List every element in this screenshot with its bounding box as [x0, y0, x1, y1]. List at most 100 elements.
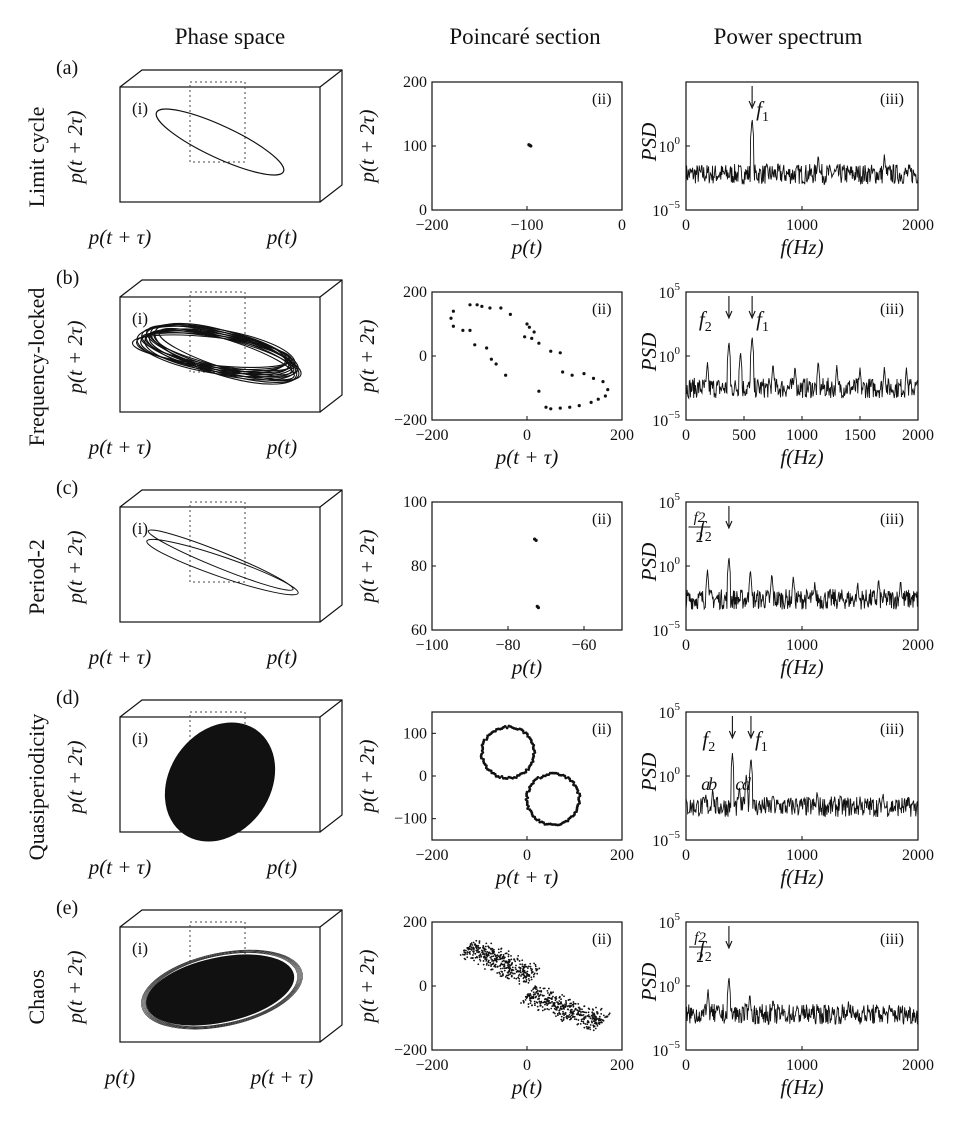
peak-arrowhead: [725, 520, 733, 530]
section-point: [500, 950, 502, 953]
section-point: [480, 955, 482, 958]
peak-letter-d: d: [742, 774, 752, 794]
section-point: [580, 1011, 582, 1014]
section-point: [500, 948, 503, 950]
section-point: [522, 999, 525, 1002]
section-point: [501, 973, 504, 976]
section-point: [558, 1011, 561, 1014]
section-point: [535, 818, 539, 822]
psd-line: [685, 119, 919, 185]
section-point: [496, 954, 499, 957]
section-point: [529, 999, 531, 1002]
row-label: Period-2: [24, 539, 49, 615]
section-point: [499, 972, 501, 975]
x-tick-label: 2000: [902, 217, 934, 234]
section-point: [583, 1016, 586, 1019]
x-tick-label: 1000: [786, 1057, 818, 1074]
section-point: [560, 1015, 563, 1018]
section-point: [591, 1008, 594, 1011]
section-point: [475, 945, 478, 948]
section-point: [553, 1007, 556, 1010]
section-point: [486, 950, 489, 953]
section-point: [548, 1008, 550, 1011]
peak-label-base: f: [699, 517, 708, 541]
section-point: [531, 968, 533, 971]
projection-plane: [189, 81, 246, 163]
phase-space-panel: (i) p(t + 2τ) p(t + τ) p(t): [63, 69, 343, 249]
peak-label-sub: 2: [708, 740, 715, 755]
section-point: [606, 388, 610, 392]
x-tick-label: 2000: [902, 637, 934, 654]
section-point: [536, 972, 539, 975]
section-point: [587, 1007, 590, 1010]
section-point: [586, 1023, 589, 1026]
section-point: [525, 965, 528, 968]
section-point: [489, 961, 492, 964]
section-point: [546, 990, 549, 992]
section-point: [498, 776, 502, 780]
peak-arrowhead: [748, 310, 756, 320]
section-point: [490, 942, 493, 945]
section-point: [485, 962, 488, 965]
section-point: [586, 1027, 589, 1030]
section-point: [484, 764, 488, 768]
y-tick-base: 10: [659, 139, 675, 156]
section-point: [477, 944, 480, 947]
section-point: [569, 1011, 572, 1014]
section-point: [566, 1008, 569, 1011]
phase-space-panel: (i) p(t + 2τ) p(t + τ) p(t): [63, 489, 343, 669]
section-point: [595, 1016, 598, 1019]
y-tick-base: 10: [659, 495, 675, 512]
section-point: [524, 731, 528, 735]
section-point: [529, 965, 532, 968]
section-point: [485, 964, 488, 966]
peak-label-sub: 2: [705, 320, 712, 335]
section-point: [491, 963, 494, 966]
section-point: [506, 977, 509, 980]
section-point: [543, 1001, 546, 1004]
phase-space-panel: (i) p(t + 2τ) p(t + τ) p(t): [63, 699, 343, 879]
section-point: [475, 303, 479, 307]
section-point: [541, 1006, 544, 1008]
y-tick-label: −200: [394, 412, 427, 429]
peak-arrowhead: [747, 730, 755, 740]
section-point: [551, 997, 553, 999]
section-point: [497, 958, 499, 961]
phase-box-edge: [319, 909, 343, 928]
y-tick-base: 10: [652, 413, 668, 430]
section-point: [527, 994, 529, 996]
section-point: [566, 1005, 569, 1008]
section-point: [568, 405, 572, 409]
section-point: [488, 946, 490, 949]
phase-right-label: p(t): [265, 855, 297, 879]
period2-orbit-b: [146, 538, 299, 596]
section-point: [470, 948, 473, 951]
peak-arrowhead: [725, 310, 733, 320]
section-point: [518, 977, 521, 980]
section-point: [451, 324, 455, 328]
psd-line: [685, 337, 919, 400]
section-point: [533, 993, 536, 996]
y-tick-base: 10: [659, 559, 675, 576]
x-tick-label: 0: [523, 1057, 531, 1074]
chaotic-outer-orbit: [146, 952, 298, 1027]
section-point: [478, 956, 481, 959]
section-point: [511, 966, 514, 969]
spectrum-ylabel: PSD: [637, 333, 661, 373]
section-point: [518, 966, 521, 969]
y-tick-label: 10−5: [652, 829, 680, 850]
section-point: [527, 325, 531, 329]
section-point: [564, 1013, 567, 1016]
section-point: [469, 943, 472, 945]
section-point: [551, 995, 554, 998]
section-point: [478, 947, 481, 950]
chaotic-outer-orbit: [144, 951, 300, 1028]
section-point: [538, 820, 542, 824]
row-label: Frequency-locked: [24, 288, 49, 447]
section-point: [515, 964, 517, 967]
section-point: [595, 1006, 597, 1009]
section-point: [577, 1022, 580, 1025]
section-point: [570, 1005, 573, 1007]
section-point: [488, 306, 492, 310]
section-point: [536, 1001, 539, 1004]
